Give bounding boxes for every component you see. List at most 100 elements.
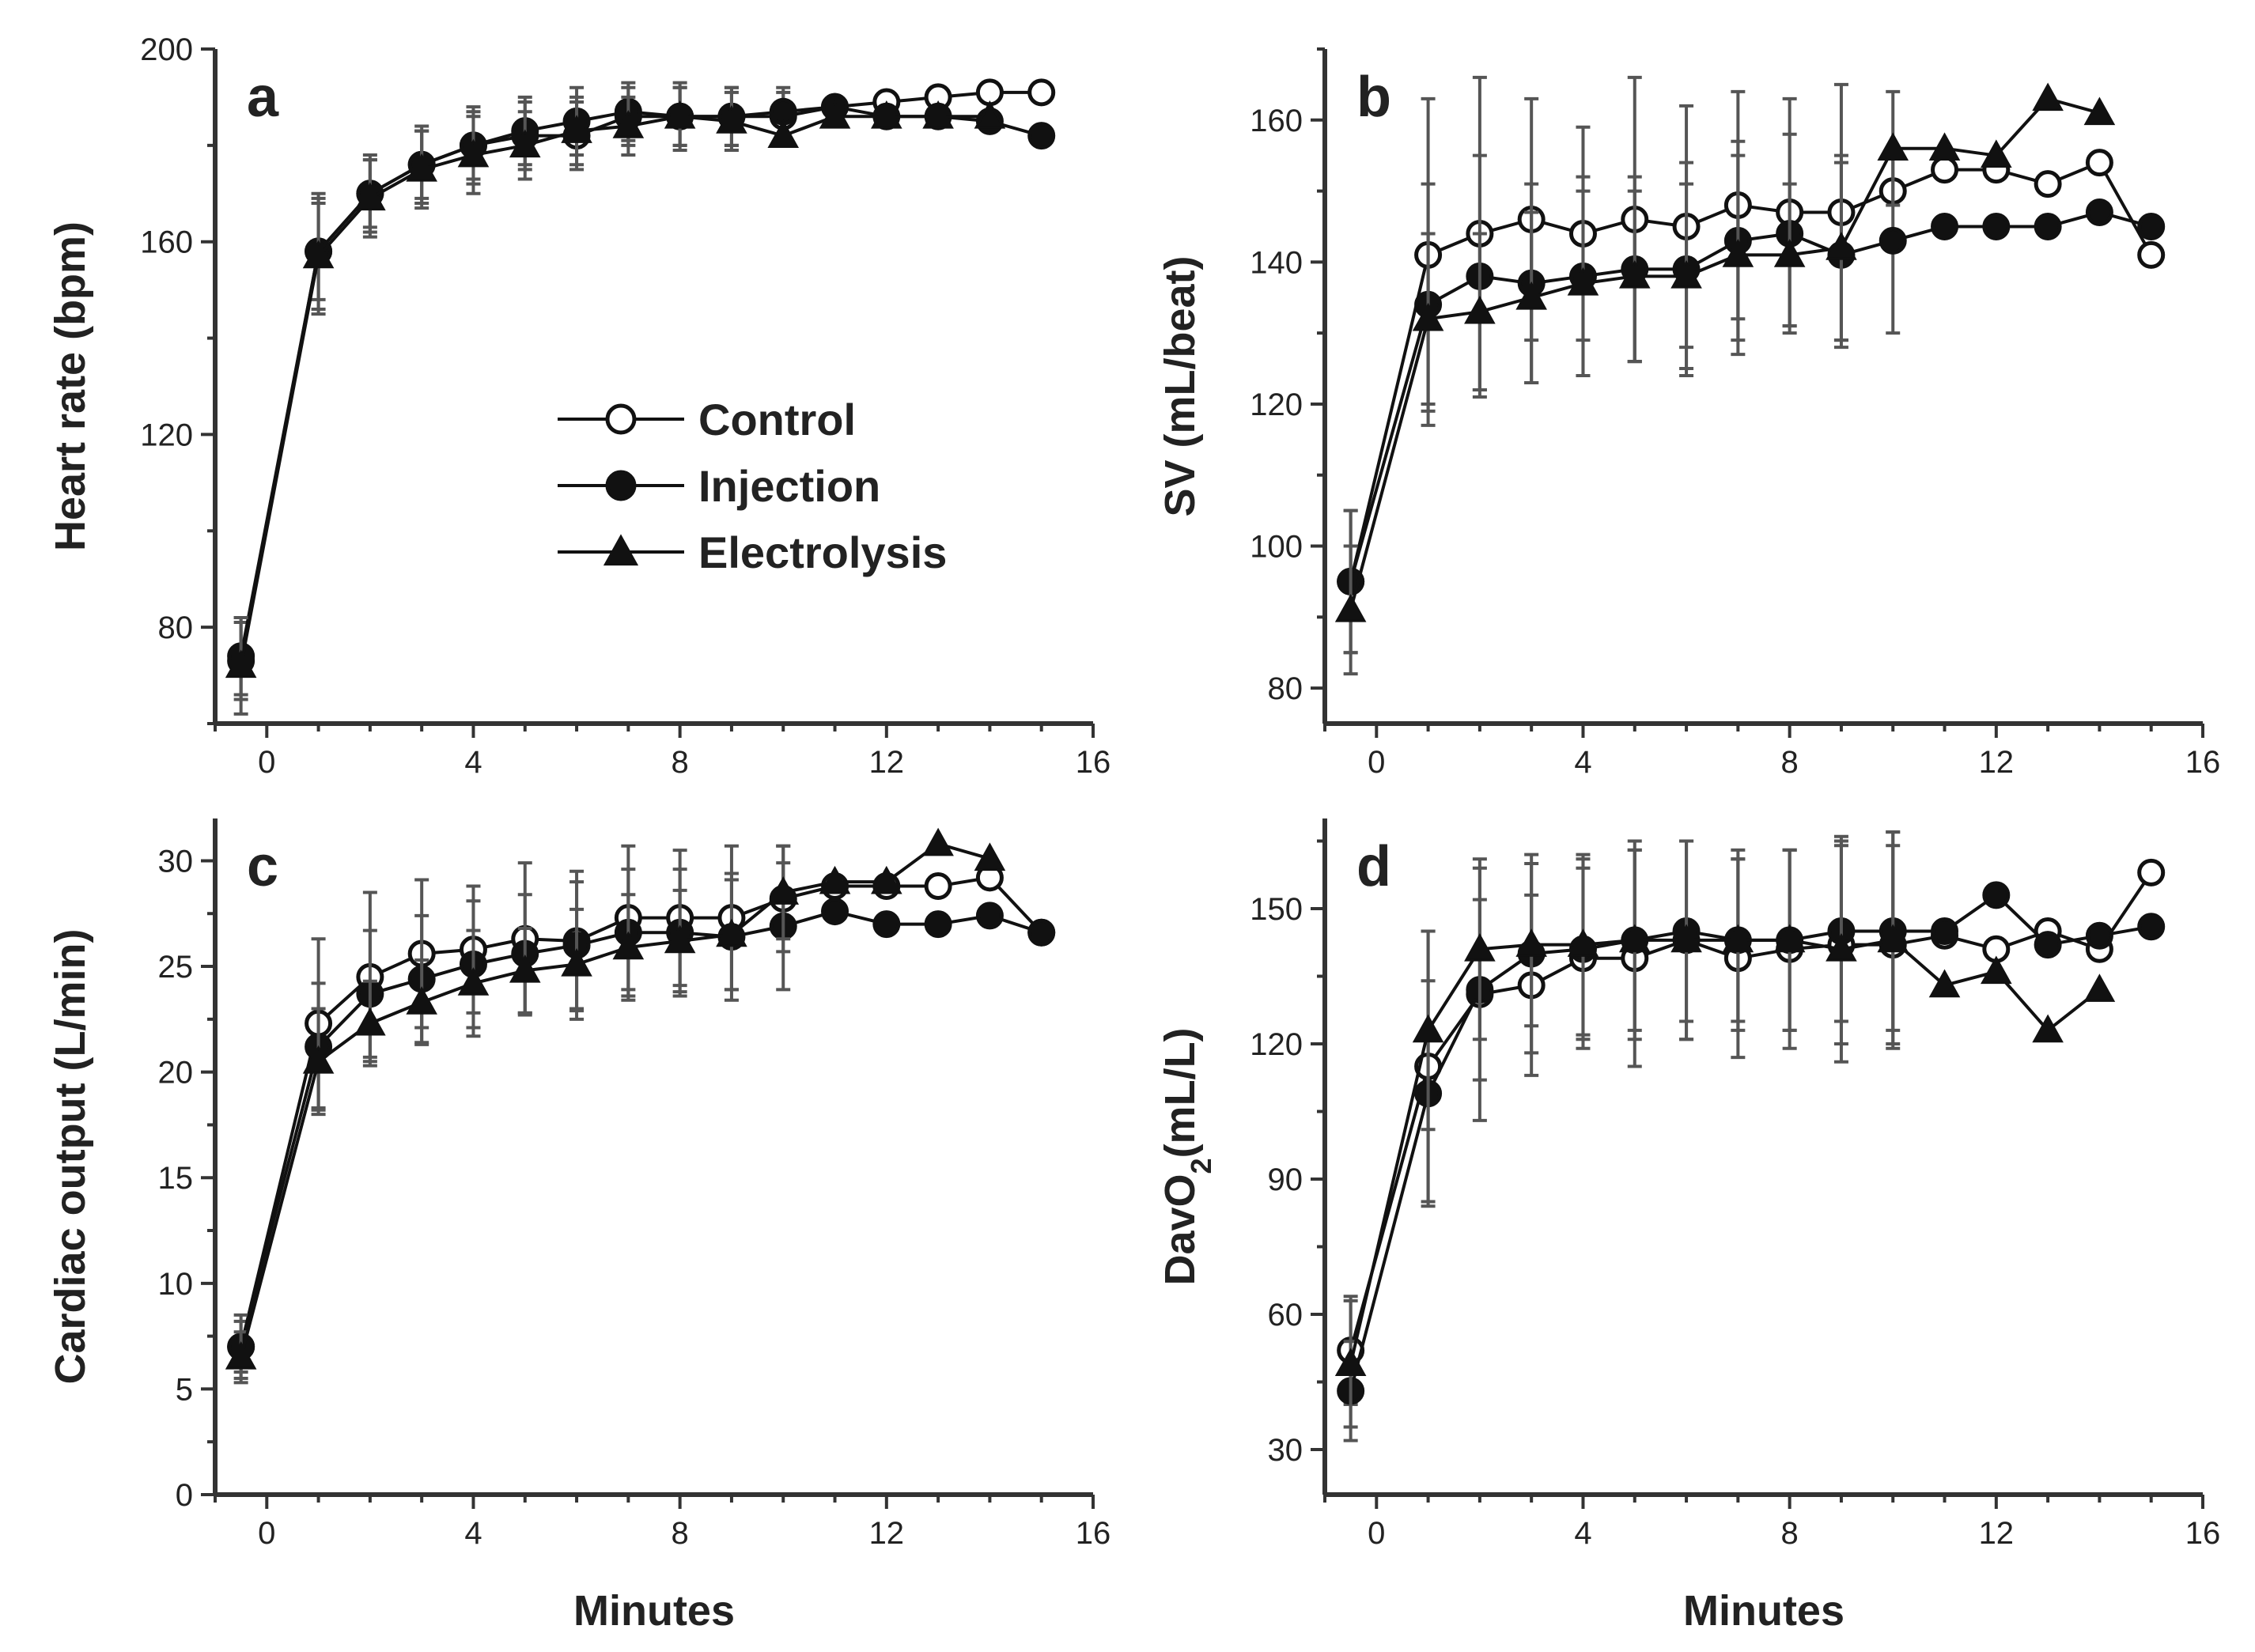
data-point [821,898,849,926]
data-point [767,876,800,905]
data-point [664,100,696,129]
y-tick-label: 25 [158,950,194,985]
y-tick-label: 10 [158,1267,194,1302]
panel-letter: a [247,66,279,129]
data-point [819,865,851,894]
panel-letter: d [1356,835,1391,898]
data-point [1027,122,1056,150]
y-tick-label: 90 [1268,1162,1303,1197]
data-point [2034,212,2062,240]
data-point [819,100,851,129]
data-point [974,100,1006,129]
series-injection [227,81,1056,697]
data-point [1567,267,1599,296]
x-tick-label: 16 [2185,1516,2221,1551]
data-point [1981,139,2012,168]
panel-letter: c [247,835,278,898]
data-point [1879,226,1907,255]
data-point [1515,281,1547,310]
series-line [1349,161,2153,582]
data-point [225,1340,257,1370]
data-point [509,955,541,983]
series-electrolysis [1334,82,2116,676]
data-point [924,872,952,900]
data-point [1334,1348,1367,1376]
data-point [1618,924,1651,953]
data-point [406,153,437,182]
legend-label: Electrolysis [698,527,947,577]
data-point [354,1007,386,1036]
data-point [1027,918,1056,947]
y-tick-label: 0 [176,1478,193,1513]
data-point [1464,932,1496,962]
data-point [1826,232,1857,260]
y-tick-label: 120 [1250,1027,1303,1062]
legend: Control Injection Electrolysis [558,395,947,577]
y-tick-label: 120 [140,418,193,452]
data-point [1027,78,1056,107]
x-tick-label: 8 [1781,745,1799,780]
data-point [2083,973,2116,1002]
data-point [2034,170,2062,198]
data-point [1877,132,1909,161]
data-point [2085,149,2113,177]
x-tick-label: 12 [1979,1516,2015,1551]
y-tick-label: 5 [176,1372,193,1407]
data-point [1670,924,1702,953]
data-point [457,967,490,996]
x-tick-label: 16 [2185,745,2221,780]
y-tick-label: 80 [1268,671,1303,706]
data-point [767,119,800,148]
y-axis-title: Heart rate (bpm) [47,221,94,551]
series-control [1337,839,2166,1406]
series-control [227,78,1056,701]
series-electrolysis [1334,830,2116,1429]
data-point [406,986,437,1015]
data-point [2032,82,2064,112]
data-point [1931,156,1959,184]
data-point [1982,881,2011,909]
data-point [1334,593,1367,622]
data-point [922,827,954,856]
x-axis-title: Minutes [573,1587,735,1635]
legend-label: Injection [698,461,880,511]
panel-letter: b [1356,66,1391,129]
x-tick-label: 8 [672,745,689,780]
data-point [974,842,1006,871]
x-tick-label: 4 [464,1516,482,1551]
series-line [1349,871,2153,1351]
data-point [1931,917,1959,945]
data-point [2085,921,2113,950]
series-line [1349,938,2101,1365]
data-point [1877,924,1909,953]
data-point [924,910,952,939]
data-point [354,182,386,211]
data-point [1773,239,1806,267]
series-line [239,909,1042,1348]
legend-marker [605,403,637,435]
x-tick-label: 12 [1979,745,2015,780]
x-tick-label: 4 [1574,1516,1591,1551]
y-tick-label: 60 [1268,1298,1303,1333]
y-tick-label: 200 [140,32,193,67]
x-tick-label: 8 [672,1516,689,1551]
data-point [2137,240,2166,269]
series-line [1349,893,2152,1392]
data-point [1670,259,1702,289]
x-tick-label: 12 [869,1516,905,1551]
legend-label: Control [698,395,856,444]
data-point [1928,969,1961,998]
panel-a: 0 4 8 12 16 80 120 160 200 Heart rate (bpm) a [47,32,1110,780]
x-tick-label: 0 [258,745,275,780]
panel-b: 0 4 8 12 16 80 100 120 140 160 SV (mL/beat) b [1156,47,2221,780]
data-point [225,649,257,679]
x-tick-label: 4 [464,745,482,780]
y-tick-label: 100 [1250,530,1303,565]
x-tick-label: 0 [1368,745,1385,780]
series-line [1349,210,2152,582]
data-point [1515,928,1547,957]
data-point [1826,932,1857,962]
data-point [302,1045,335,1074]
series-electrolysis [225,827,1006,1385]
data-point [2083,96,2116,126]
